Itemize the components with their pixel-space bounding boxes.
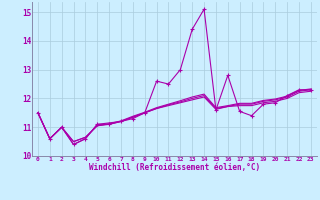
- X-axis label: Windchill (Refroidissement éolien,°C): Windchill (Refroidissement éolien,°C): [89, 163, 260, 172]
